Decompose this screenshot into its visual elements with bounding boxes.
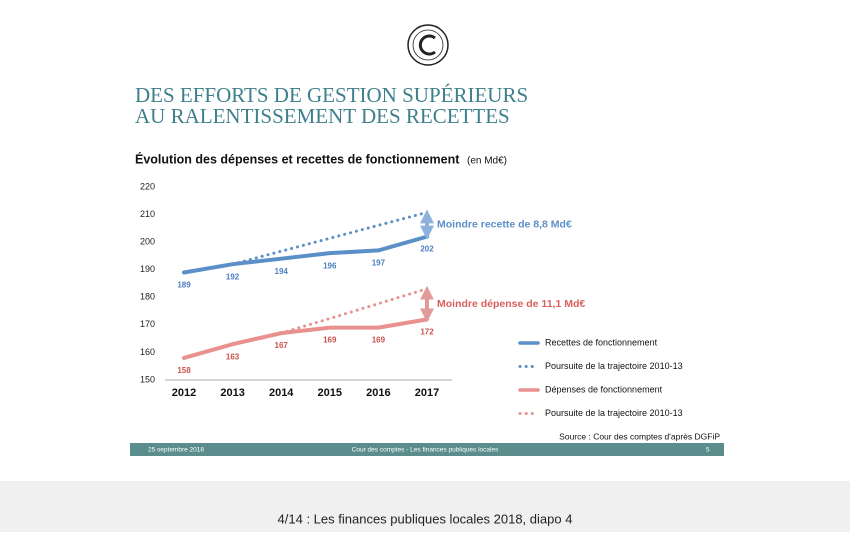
series-line [182, 317, 429, 360]
data-label: 169 [323, 336, 337, 345]
y-tick-label: 210 [140, 209, 155, 219]
data-label: 196 [323, 261, 337, 270]
data-label: 189 [177, 281, 191, 290]
x-tick-label: 2012 [172, 387, 196, 399]
x-tick-label: 2014 [269, 387, 294, 399]
heading-line: DES EFFORTS DE GESTION SUPÉRIEURS [135, 83, 528, 107]
y-tick-label: 160 [140, 347, 155, 357]
data-label: 169 [372, 336, 386, 345]
x-tick-label: 2015 [318, 387, 342, 399]
y-tick-label: 220 [140, 181, 155, 191]
series-line [279, 287, 429, 335]
legend-label: Poursuite de la trajectoire 2010-13 [545, 361, 683, 371]
footer-center: Cour des comptes - Les finances publique… [352, 447, 499, 454]
data-label: 194 [275, 267, 289, 276]
source: Source : Cour des comptes d'après DGFiP [559, 431, 720, 441]
caption-bar [0, 481, 850, 532]
caption: 4/14 : Les finances publiques locales 20… [278, 511, 573, 526]
y-tick-label: 170 [140, 319, 155, 329]
footer-date: 25 septembre 2018 [148, 447, 204, 454]
data-label: 158 [177, 366, 191, 375]
y-tick-label: 180 [140, 292, 155, 302]
chart-unit: (en Md€) [467, 156, 507, 167]
data-label: 172 [420, 327, 434, 336]
data-label: 202 [420, 245, 434, 254]
plot: 150 160 170 180 190 200 210 220 2012 2013 2014 2015… [140, 181, 683, 418]
y-tick-label: 200 [140, 237, 155, 247]
y-tick-label: 190 [140, 264, 155, 274]
x-tick-label: 2016 [366, 387, 390, 399]
annotation: Moindre recette de 8,8 Md€ [437, 218, 572, 230]
legend-label: Dépenses de fonctionnement [545, 384, 663, 394]
footer-page: 5 [706, 447, 710, 454]
legend-label: Poursuite de la trajectoire 2010-13 [545, 408, 683, 418]
chart-title: Évolution des dépenses et recettes de fo… [135, 151, 460, 166]
annotation: Moindre dépense de 11,1 Md€ [437, 298, 585, 310]
data-label: 167 [275, 341, 289, 350]
data-label: 197 [372, 259, 386, 268]
footer-bar [130, 443, 724, 456]
y-tick-label: 150 [140, 374, 155, 384]
x-tick-label: 2013 [220, 387, 244, 399]
data-label: 192 [226, 272, 240, 281]
series-line [182, 234, 429, 275]
legend-label: Recettes de fonctionnement [545, 337, 658, 347]
data-label: 163 [226, 352, 240, 361]
heading-line: AU RALENTISSEMENT DES RECETTES [135, 104, 510, 128]
logo [407, 24, 449, 66]
x-tick-label: 2017 [415, 387, 439, 399]
